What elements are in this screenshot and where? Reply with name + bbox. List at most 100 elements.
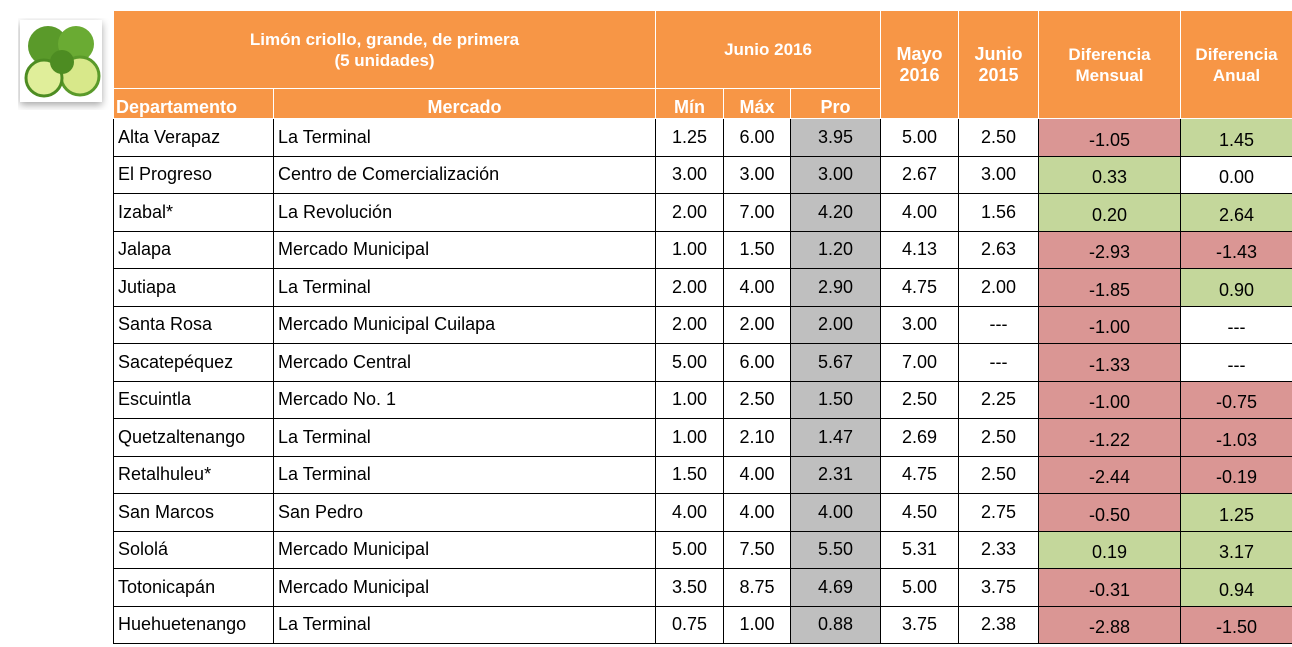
table-cell: 2.67 xyxy=(880,155,960,194)
table-cell: --- xyxy=(958,343,1040,382)
table-cell: -1.50 xyxy=(1180,605,1292,644)
table-cell: Quetzaltenango xyxy=(113,418,274,457)
table-cell: -2.93 xyxy=(1038,230,1182,269)
table-cell: -2.44 xyxy=(1038,455,1182,494)
table-cell: 5.50 xyxy=(790,530,882,569)
table-cell: 4.75 xyxy=(880,268,960,307)
table-cell: 3.00 xyxy=(958,155,1040,194)
table-row: Jalapa Mercado Municipal 1.00 1.50 1.20 4.13 2… xyxy=(113,230,1292,269)
table-cell: 1.00 xyxy=(655,418,725,457)
table-cell: 5.00 xyxy=(655,530,725,569)
table-cell: San Marcos xyxy=(113,493,274,532)
table-cell: Retalhuleu* xyxy=(113,455,274,494)
table-cell: 1.25 xyxy=(1180,493,1292,532)
table-cell: 2.50 xyxy=(723,380,792,419)
table-cell: Mercado Municipal Cuilapa xyxy=(272,305,657,344)
table-cell: 0.90 xyxy=(1180,268,1292,307)
table-cell: Izabal* xyxy=(113,193,274,232)
table-cell: -0.19 xyxy=(1180,455,1292,494)
table-cell: Sololá xyxy=(113,530,274,569)
table-cell: 1.00 xyxy=(655,230,725,269)
table-cell: 4.50 xyxy=(880,493,960,532)
table-cell: 3.00 xyxy=(880,305,960,344)
table-row: Jutiapa La Terminal 2.00 4.00 2.90 4.75 2.00 -1… xyxy=(113,268,1292,307)
table-cell: 0.88 xyxy=(790,605,882,644)
table-cell: 2.10 xyxy=(723,418,792,457)
table-row: Santa Rosa Mercado Municipal Cuilapa 2.00 2… xyxy=(113,305,1292,344)
table-cell: 7.00 xyxy=(880,343,960,382)
table-cell: 3.75 xyxy=(958,568,1040,607)
table-cell: 3.50 xyxy=(655,568,725,607)
table-row: Alta Verapaz La Terminal 1.25 6.00 3.95 5.00 2… xyxy=(113,118,1292,157)
table-cell: --- xyxy=(1180,343,1292,382)
table-cell: La Terminal xyxy=(272,118,657,157)
table-cell: 2.50 xyxy=(958,118,1040,157)
table-cell: -0.75 xyxy=(1180,380,1292,419)
table-cell: 2.00 xyxy=(723,305,792,344)
table-cell: Centro de Comercialización xyxy=(272,155,657,194)
subtitle: (5 unidades) xyxy=(334,50,435,70)
table-cell: 1.20 xyxy=(790,230,882,269)
table-cell: Mercado Municipal xyxy=(272,230,657,269)
table-cell: 2.75 xyxy=(958,493,1040,532)
table-cell: Mercado Central xyxy=(272,343,657,382)
table-cell: La Terminal xyxy=(272,268,657,307)
table-cell: 4.00 xyxy=(790,493,882,532)
table-cell: 1.00 xyxy=(723,605,792,644)
table-cell: Jalapa xyxy=(113,230,274,269)
table-cell: 4.00 xyxy=(655,493,725,532)
table-cell: --- xyxy=(1180,305,1292,344)
table-cell: 4.20 xyxy=(790,193,882,232)
table-row: San Marcos San Pedro 4.00 4.00 4.00 4.50 2.75-… xyxy=(113,493,1292,532)
table-cell: 4.75 xyxy=(880,455,960,494)
table-cell: 6.00 xyxy=(723,343,792,382)
table-cell: 3.00 xyxy=(723,155,792,194)
table-cell: 1.47 xyxy=(790,418,882,457)
table-cell: 4.00 xyxy=(723,268,792,307)
table-cell: 0.94 xyxy=(1180,568,1292,607)
table-cell: 2.50 xyxy=(880,380,960,419)
table-cell: 8.75 xyxy=(723,568,792,607)
table-cell: -1.33 xyxy=(1038,343,1182,382)
column-header: Pro xyxy=(790,88,882,119)
table-row: Sacatepéquez Mercado Central 5.00 6.00 5.67 7… xyxy=(113,343,1292,382)
table-cell: 1.50 xyxy=(790,380,882,419)
table-row: Izabal* La Revolución 2.00 7.00 4.20 4.00 1.56… xyxy=(113,193,1292,232)
table-row: El Progreso Centro de Comercialización 3.0… xyxy=(113,155,1292,194)
table-cell: 4.00 xyxy=(880,193,960,232)
column-header: Diferencia Anual xyxy=(1180,10,1292,119)
table-cell: 7.50 xyxy=(723,530,792,569)
table-cell: Mercado No. 1 xyxy=(272,380,657,419)
table-cell: 3.95 xyxy=(790,118,882,157)
table-cell: 1.00 xyxy=(655,380,725,419)
column-header: Mín xyxy=(655,88,725,119)
table-cell: La Terminal xyxy=(272,605,657,644)
table-cell: 4.69 xyxy=(790,568,882,607)
column-header: Mercado xyxy=(272,88,657,119)
table-cell: 5.00 xyxy=(655,343,725,382)
table-cell: 0.20 xyxy=(1038,193,1182,232)
table-cell: 0.19 xyxy=(1038,530,1182,569)
table-cell: -1.00 xyxy=(1038,380,1182,419)
table-cell: 1.50 xyxy=(655,455,725,494)
table-cell: 1.45 xyxy=(1180,118,1292,157)
column-header: Diferencia Mensual xyxy=(1038,10,1182,119)
table-cell: Sacatepéquez xyxy=(113,343,274,382)
table-cell: 4.00 xyxy=(723,455,792,494)
table-cell: 6.00 xyxy=(723,118,792,157)
column-header: Departamento xyxy=(113,88,274,119)
table-cell: Escuintla xyxy=(113,380,274,419)
table-cell: 4.00 xyxy=(723,493,792,532)
table-cell: Mercado Municipal xyxy=(272,530,657,569)
table-cell: 3.00 xyxy=(790,155,882,194)
table-row: Retalhuleu* La Terminal 1.50 4.00 2.31 4.75 2.… xyxy=(113,455,1292,494)
table-cell: 2.31 xyxy=(790,455,882,494)
table-cell: -1.05 xyxy=(1038,118,1182,157)
column-header: Máx xyxy=(723,88,792,119)
group-header: Junio 2016 xyxy=(655,10,882,89)
table-cell: 1.25 xyxy=(655,118,725,157)
table-cell: 2.25 xyxy=(958,380,1040,419)
table-cell: El Progreso xyxy=(113,155,274,194)
table-cell: 2.00 xyxy=(655,193,725,232)
